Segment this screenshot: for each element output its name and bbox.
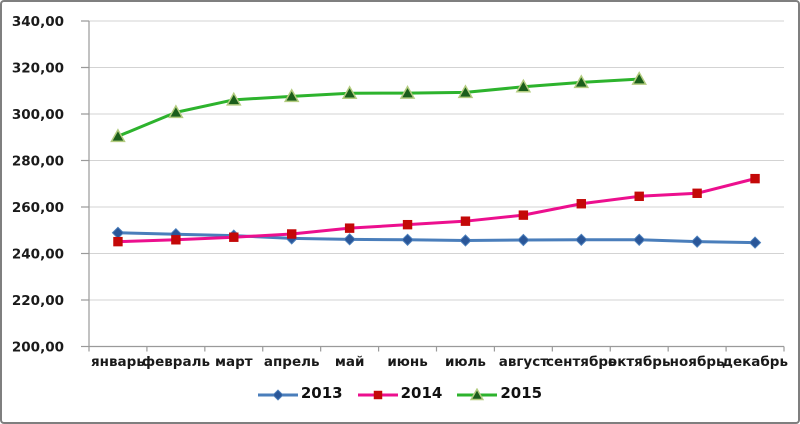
series-2014 (113, 173, 760, 247)
square-marker-icon (576, 199, 586, 209)
x-tick-label: апрель (264, 354, 320, 370)
legend-marker-2014-icon (357, 387, 398, 401)
y-tick-label: 340,00 (12, 14, 64, 30)
legend-swatch-svg (357, 390, 398, 399)
triangle-marker-icon (631, 71, 647, 85)
chart-legend: 2013 2014 2015 (2, 386, 798, 401)
square-marker-icon (634, 191, 644, 202)
diamond-marker-icon (748, 236, 762, 249)
triangle-marker-icon (399, 85, 416, 99)
chart-svg: 340,00 320,00 300,00 280,00 260,00 240,00 220,… (12, 14, 788, 370)
x-tick-label: ноябрь (670, 354, 725, 370)
y-tick-label: 240,00 (12, 246, 64, 262)
diamond-marker-icon (272, 388, 284, 401)
y-tick-label: 280,00 (12, 153, 64, 169)
x-tick-label: март (215, 354, 253, 370)
series-line-2015 (116, 77, 641, 138)
y-tick-label: 260,00 (12, 200, 64, 216)
square-marker-icon (373, 390, 382, 399)
square-marker-icon (402, 219, 413, 230)
x-tick-label: май (335, 354, 365, 370)
legend-item-2013: 2013 (257, 384, 343, 402)
legend-item-2015: 2015 (457, 386, 542, 401)
x-tick-label: июнь (387, 354, 427, 370)
square-marker-icon (113, 236, 123, 247)
gridlines (89, 20, 784, 301)
legend-marker-2015-icon (457, 387, 498, 401)
square-marker-icon (750, 173, 760, 184)
y-tick-label: 300,00 (12, 107, 64, 123)
triangle-marker-icon (573, 74, 590, 89)
x-tick-label: август (499, 354, 549, 370)
line-chart-plot-area: 340,00 320,00 300,00 280,00 260,00 240,00 220,… (2, 2, 798, 384)
x-tick-label: сентябрь (546, 354, 617, 370)
legend-item-2014: 2014 (357, 384, 443, 402)
triangle-marker-icon (283, 88, 300, 103)
y-tick-label: 200,00 (12, 339, 64, 355)
legend-swatch-svg (457, 387, 498, 400)
square-marker-icon (460, 216, 471, 226)
diamond-marker-icon (459, 234, 472, 247)
x-tick-label: февраль (142, 354, 210, 370)
triangle-marker-icon (168, 104, 184, 119)
square-marker-icon (287, 229, 297, 239)
legend-label-2015: 2015 (500, 384, 543, 402)
square-marker-icon (692, 188, 702, 198)
x-tick-label: июль (445, 354, 486, 370)
x-tick-label: январь (91, 354, 145, 370)
legend-marker-2013-icon (257, 387, 298, 401)
triangle-marker-icon (226, 91, 242, 106)
square-marker-icon (229, 232, 239, 242)
axes (81, 20, 785, 352)
y-axis-labels: 340,00 320,00 300,00 280,00 260,00 240,00 220,… (12, 14, 64, 355)
y-tick-label: 220,00 (12, 293, 64, 309)
legend-label-2013: 2013 (300, 384, 343, 402)
series-2015 (110, 71, 647, 143)
x-tick-label: октябрь (608, 354, 671, 370)
x-tick-label: декабрь (722, 354, 788, 370)
diamond-marker-icon (690, 235, 704, 248)
triangle-marker-icon (110, 128, 126, 143)
series-line-2014 (116, 177, 757, 244)
y-tick-label: 320,00 (12, 60, 64, 76)
diamond-marker-icon (517, 233, 530, 247)
diamond-marker-icon (343, 233, 356, 246)
triangle-marker-icon (457, 84, 474, 99)
square-marker-icon (518, 210, 529, 220)
triangle-marker-icon (515, 78, 532, 93)
diamond-marker-icon (401, 233, 414, 246)
legend-label-2014: 2014 (400, 384, 443, 402)
series-line-2013 (116, 231, 757, 245)
triangle-marker-icon (470, 387, 485, 400)
diamond-marker-icon (575, 233, 588, 246)
diamond-marker-icon (633, 233, 646, 246)
legend-swatch-svg (257, 388, 298, 401)
diamond-marker-icon (111, 226, 125, 240)
triangle-marker-icon (341, 85, 358, 100)
square-marker-icon (171, 235, 181, 245)
square-marker-icon (344, 223, 355, 233)
